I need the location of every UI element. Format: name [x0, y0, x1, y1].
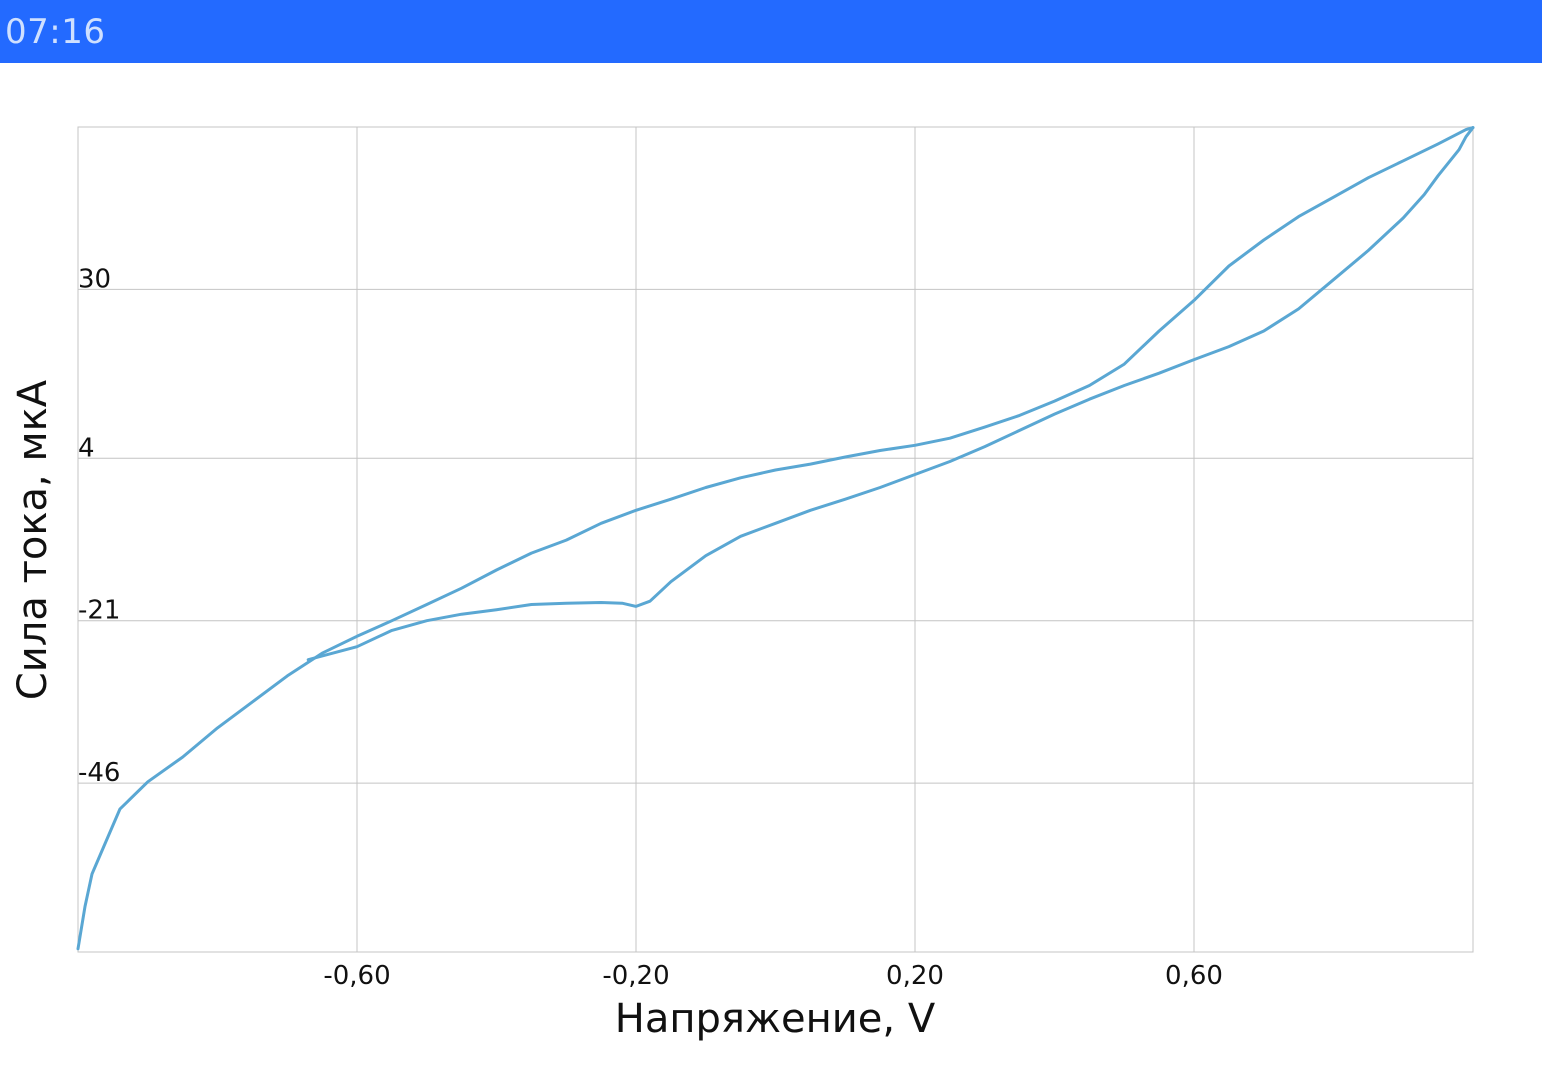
x-tick-label: 0,20 — [886, 961, 944, 991]
y-axis-title: Сила тока, мкА — [10, 379, 56, 700]
y-tick-label: 30 — [78, 264, 111, 294]
series-line-1 — [306, 126, 1475, 662]
x-tick-labels: -0,60 -0,20 0,20 0,60 — [323, 961, 1223, 991]
status-time: 07:16 — [5, 12, 106, 52]
chart-grid — [77, 126, 1474, 953]
series-line-2 — [76, 126, 1475, 951]
chart-series — [76, 126, 1475, 951]
y-tick-labels: -46 -21 4 30 — [78, 264, 120, 788]
y-tick-label: -46 — [78, 758, 120, 788]
y-tick-label: -21 — [78, 596, 120, 626]
x-tick-label: 0,60 — [1165, 961, 1223, 991]
status-bar: 07:16 — [0, 0, 1542, 63]
x-tick-label: -0,20 — [602, 961, 669, 991]
x-axis-title: Напряжение, V — [615, 996, 936, 1042]
plot-frame — [77, 126, 1474, 953]
y-tick-label: 4 — [78, 433, 95, 463]
x-tick-label: -0,60 — [323, 961, 390, 991]
